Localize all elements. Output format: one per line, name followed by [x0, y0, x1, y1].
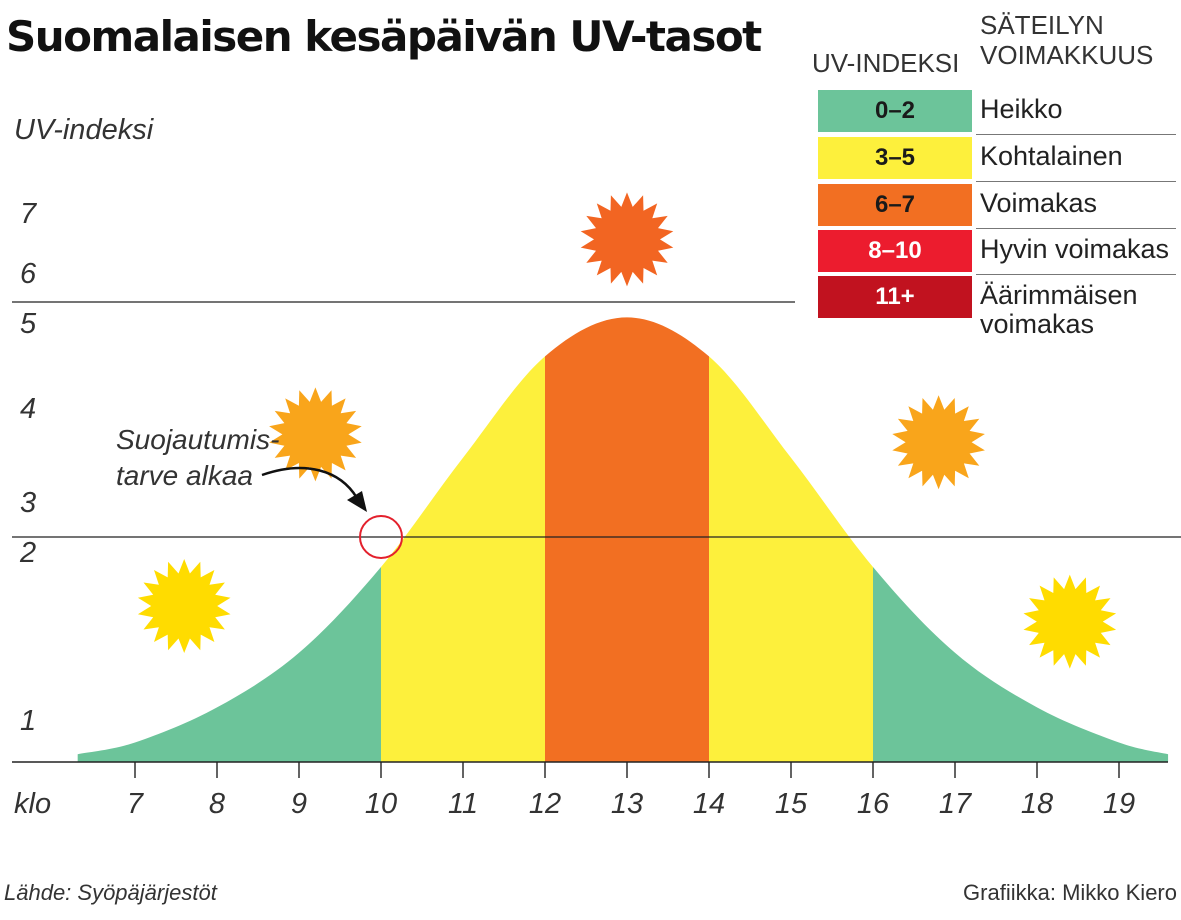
annotation-arrowhead	[347, 491, 367, 512]
y-tick-label: 5	[20, 308, 37, 340]
annotation-line-1: Suojautumis-	[116, 424, 280, 455]
x-tick-label: 11	[447, 788, 479, 820]
legend-header-intensity-line-2: VOIMAKKUUS	[980, 40, 1154, 70]
legend-label: Hyvin voimakas	[980, 234, 1170, 264]
y-tick-label: 3	[20, 487, 37, 519]
sun-icon	[892, 395, 985, 490]
annotation-line-2: tarve alkaa	[116, 460, 253, 491]
x-axis	[12, 761, 1168, 778]
legend-swatch: 6–7	[818, 184, 972, 226]
uv-band-3	[545, 317, 709, 762]
y-tick-label: 1	[20, 705, 37, 737]
legend-divider	[976, 228, 1176, 229]
legend-label: Heikko	[980, 94, 1063, 124]
x-axis-label: klo	[14, 788, 52, 820]
y-axis-label: UV-indeksi	[14, 114, 154, 146]
x-tick-label: 13	[610, 788, 644, 820]
uv-band-1	[77, 317, 381, 762]
legend-swatch: 11+	[818, 276, 972, 318]
y-tick-label: 2	[20, 537, 37, 569]
x-tick-label: 12	[528, 788, 562, 820]
x-tick-label: 10	[364, 788, 398, 820]
source-note: Lähde: Syöpäjärjestöt	[4, 880, 217, 905]
y-tick-label: 6	[20, 258, 37, 290]
x-tick-label: 9	[290, 788, 308, 820]
legend-label: Voimakas	[980, 188, 1098, 218]
x-tick-label: 8	[208, 788, 226, 820]
legend-header-intensity: SÄTEILYN VOIMAKKUUS	[980, 10, 1153, 70]
legend-swatch: 8–10	[818, 230, 972, 272]
legend-divider	[976, 181, 1176, 182]
sun-icon	[580, 192, 674, 287]
uv-band-2	[381, 317, 545, 762]
y-tick-label: 7	[20, 198, 37, 230]
legend-header-index: UV-INDEKSI	[812, 48, 959, 78]
sun-icon	[1023, 574, 1117, 669]
legend-divider	[976, 274, 1176, 275]
legend-header-index-text: UV-INDEKSI	[812, 48, 960, 78]
legend-label: Äärimmäisen voimakas	[980, 280, 1138, 339]
legend-divider	[976, 134, 1176, 135]
x-tick-label: 14	[692, 788, 726, 820]
sun-icon	[137, 559, 231, 653]
annotation-arrow	[261, 466, 359, 499]
reference-lines	[12, 301, 1181, 538]
annotation-text: Suojautumis- tarve alkaa	[116, 422, 279, 494]
x-tick-label: 17	[938, 788, 972, 820]
x-tick-label: 18	[1020, 788, 1054, 820]
graphics-credit: Grafiikka: Mikko Kiero	[963, 880, 1177, 905]
x-tick-label: 19	[1102, 788, 1136, 820]
x-tick-label: 15	[774, 788, 808, 820]
legend-header-intensity-line-1: SÄTEILYN	[980, 10, 1104, 40]
legend-swatch: 3–5	[818, 137, 972, 179]
x-tick-label: 16	[856, 788, 890, 820]
threshold-annotation	[261, 466, 403, 559]
x-tick-label: 7	[126, 788, 144, 820]
legend-swatch: 0–2	[818, 90, 972, 132]
legend-label: Kohtalainen	[980, 141, 1123, 171]
sun-icons	[137, 192, 1117, 669]
threshold-circle	[359, 515, 403, 559]
page-title: Suomalaisen kesäpäivän UV-tasot	[6, 12, 762, 61]
sun-icon	[269, 387, 362, 482]
y-tick-label: 4	[20, 393, 37, 425]
